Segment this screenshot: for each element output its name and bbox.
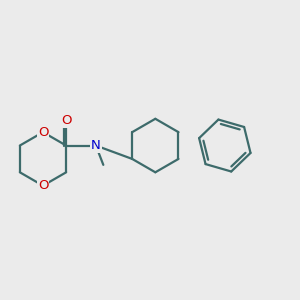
Text: O: O — [38, 126, 48, 139]
Text: O: O — [38, 179, 48, 192]
Text: N: N — [91, 139, 101, 152]
Text: O: O — [61, 114, 71, 127]
